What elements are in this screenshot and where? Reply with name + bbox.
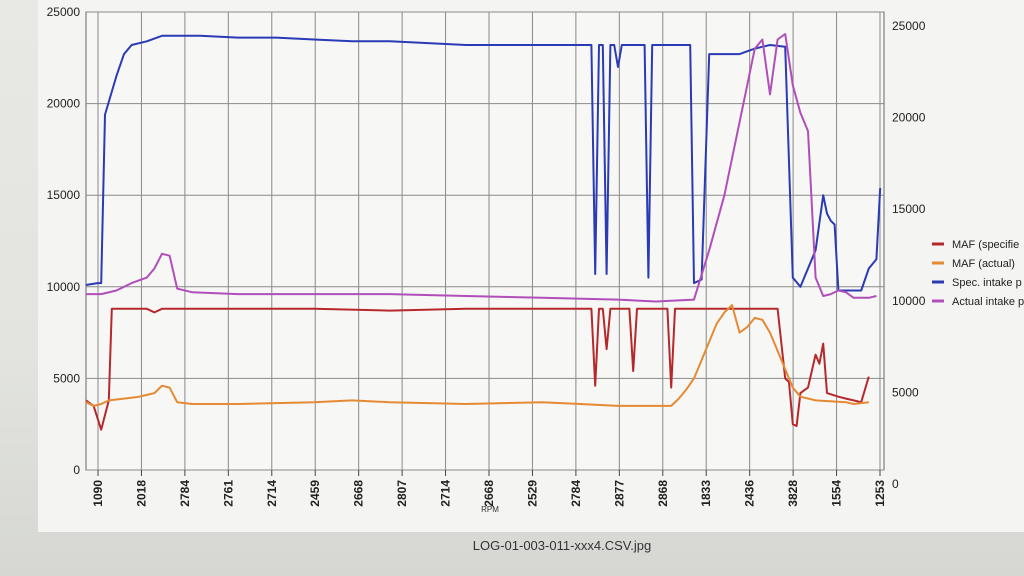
axes: 0 5000 10000 15000 20000 25000 0 5000 10000 15000… <box>47 5 926 514</box>
legend-label: Actual intake p <box>952 296 1024 308</box>
x-tick-label: 2529 <box>525 480 539 507</box>
x-tick-label: 2714 <box>265 480 279 507</box>
x-tick-label: 2784 <box>569 480 583 507</box>
x-tick-label: 2877 <box>612 480 626 507</box>
y-left-tick-label: 5000 <box>53 371 80 385</box>
plot-area <box>85 11 885 471</box>
legend: MAF (specifie MAF (actual) Spec. intake p A… <box>932 239 1024 308</box>
x-tick-label: 2668 <box>482 480 496 507</box>
y-left-tick-label: 10000 <box>47 280 81 294</box>
x-tick-label: 1833 <box>699 480 713 507</box>
y-right-tick-label: 20000 <box>892 111 926 125</box>
x-tick-label: 2018 <box>134 480 148 507</box>
x-tick-label: 3828 <box>786 480 800 507</box>
y-right-tick-label: 10000 <box>892 294 926 308</box>
file-caption: LOG-01-003-011-xxx4.CSV.jpg <box>472 538 652 553</box>
x-tick-label: 1090 <box>91 480 105 507</box>
x-tick-label: 2436 <box>743 480 757 507</box>
y-right-tick-label: 15000 <box>892 202 926 216</box>
x-axis-label: RPM <box>481 505 499 514</box>
x-tick-label: 2714 <box>439 480 453 507</box>
y-left-tick-label: 15000 <box>47 188 81 202</box>
series-lines <box>85 33 882 431</box>
y-left-tick-label: 25000 <box>47 5 81 19</box>
x-tick-label: 2868 <box>656 480 670 507</box>
y-right-tick-label: 5000 <box>892 385 919 399</box>
series-line-actual-intake-p <box>86 33 877 303</box>
line-chart: 0 5000 10000 15000 20000 25000 0 5000 10000 15000… <box>38 0 1024 532</box>
y-left-tick-label: 0 <box>73 463 80 477</box>
legend-label: MAF (specifie <box>952 239 1019 251</box>
chart-card: 0 5000 10000 15000 20000 25000 0 5000 10000 15000… <box>38 0 1024 553</box>
series-line-maf-actual- <box>85 304 869 407</box>
series-line-spec-intake-p <box>85 34 882 292</box>
x-tick-label: 1253 <box>873 480 887 507</box>
x-tick-label: 2668 <box>352 480 366 507</box>
legend-label: Spec. intake p <box>952 277 1022 289</box>
x-tick-label: 2784 <box>178 480 192 507</box>
y-left-tick-label: 20000 <box>47 97 81 111</box>
series-line-maf-specifie <box>85 307 870 431</box>
y-right-tick-label: 0 <box>892 477 899 491</box>
x-tick-label: 2459 <box>308 480 322 507</box>
y-right-tick-label: 25000 <box>892 19 926 33</box>
x-tick-label: 2761 <box>221 480 235 507</box>
x-tick-label: 1554 <box>830 480 844 507</box>
legend-label: MAF (actual) <box>952 258 1015 270</box>
grid <box>86 11 884 471</box>
x-tick-label: 2807 <box>395 480 409 507</box>
